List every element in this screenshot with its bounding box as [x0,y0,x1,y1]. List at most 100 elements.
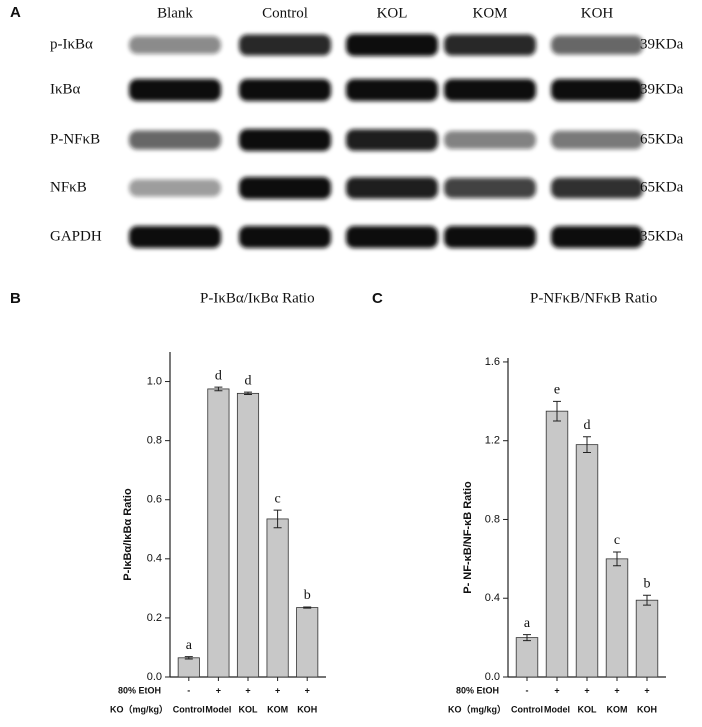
lane-label: KOH [581,5,614,21]
y-axis-label: P- NF-κB/NF-κB Ratio [462,481,474,594]
band [444,226,536,248]
error-bar [553,400,561,422]
size-label: 39KDa [640,81,684,97]
size-label: 65KDa [640,131,684,147]
x-tick-label: KOL [578,704,598,714]
bar [575,444,599,678]
band [346,177,438,199]
error-bar [184,656,193,660]
x-tick-label: Control [511,704,543,714]
band [444,79,536,101]
error-bar [643,594,651,606]
band [129,36,221,54]
x-tick-label: KOM [267,704,288,714]
panel-label: A [10,4,21,21]
size-label: 65KDa [640,179,684,195]
significance-letter: e [554,383,560,398]
x-tick-label: KOM [607,704,628,714]
band [239,226,331,248]
row-label: p-IκBα [50,36,93,52]
row-label: 80% EtOH [118,685,161,695]
x-tick-label: Model [544,704,570,714]
significance-letter: a [186,638,193,653]
x-tick-label: KOH [637,704,657,714]
significance-letter: c [614,533,620,548]
lane-label: KOM [472,5,507,21]
band [346,226,438,248]
band [551,130,643,150]
bar [207,388,230,678]
y-tick-label: 1.0 [147,375,162,387]
panel-label: C [372,290,383,307]
significance-letter: c [274,491,280,506]
significance-letter: b [644,576,651,591]
error-bar [523,634,531,642]
etoh-label: - [526,685,529,695]
etoh-label: + [554,685,559,695]
bar [236,392,260,678]
band [346,79,438,101]
etoh-label: + [584,685,589,695]
band [239,129,331,151]
band [444,177,536,199]
bar [635,599,659,678]
significance-letter: d [215,368,222,383]
band [129,130,221,150]
y-tick-label: 0.0 [485,671,500,683]
etoh-label: + [644,685,649,695]
etoh-label: + [275,685,280,695]
error-bar [583,436,591,454]
row-label: 80% EtOH [456,685,499,695]
y-tick-label: 0.6 [147,494,162,506]
error-bar [613,551,621,567]
error-bar [273,509,282,529]
size-label: 39KDa [640,36,684,52]
y-tick-label: 0.4 [147,553,162,565]
etoh-label: + [245,685,250,695]
error-bar [214,386,223,392]
x-tick-label: KOL [239,704,259,714]
error-bar [244,391,252,396]
y-tick-label: 0.8 [147,435,162,447]
chart-title: P-NFκB/NFκB Ratio [530,290,657,306]
band [129,179,221,197]
significance-letter: d [584,418,591,433]
western-blot: Blank Control KOL KOM KOH p-IκBα 39KDa IκBα 39KD… [50,5,684,248]
panel-label: B [10,290,21,307]
significance-letter: d [245,373,252,388]
lane-label: Control [262,5,308,21]
etoh-label: - [187,685,190,695]
bar [515,637,539,678]
lane-label: KOL [377,5,408,21]
band [346,129,438,151]
size-label: 35KDa [640,228,684,244]
row-label: KO（mg/kg） [448,704,506,714]
band [129,226,221,248]
y-tick-label: 0.4 [485,592,500,604]
band [551,177,643,199]
band [239,34,331,56]
band [346,34,438,56]
row-label: KO（mg/kg） [110,704,168,714]
bar [545,410,569,678]
band [239,177,331,199]
x-tick-label: KOH [297,704,317,714]
etoh-label: + [305,685,310,695]
significance-letter: a [524,616,531,631]
row-label: P-NFκB [50,131,100,147]
x-tick-label: Control [173,704,205,714]
band [129,79,221,101]
bar [296,607,319,678]
bar [605,558,629,678]
etoh-label: + [216,685,221,695]
band [444,130,536,150]
etoh-label: + [614,685,619,695]
y-tick-label: 1.2 [485,435,500,447]
lane-label: Blank [157,5,193,21]
y-tick-label: 0.8 [485,513,500,525]
band [239,79,331,101]
y-axis-label: P-IκBα/IκBα Ratio [122,488,134,581]
band [551,226,643,248]
band [444,34,536,56]
chart-title: P-IκBα/IκBα Ratio [200,290,315,306]
